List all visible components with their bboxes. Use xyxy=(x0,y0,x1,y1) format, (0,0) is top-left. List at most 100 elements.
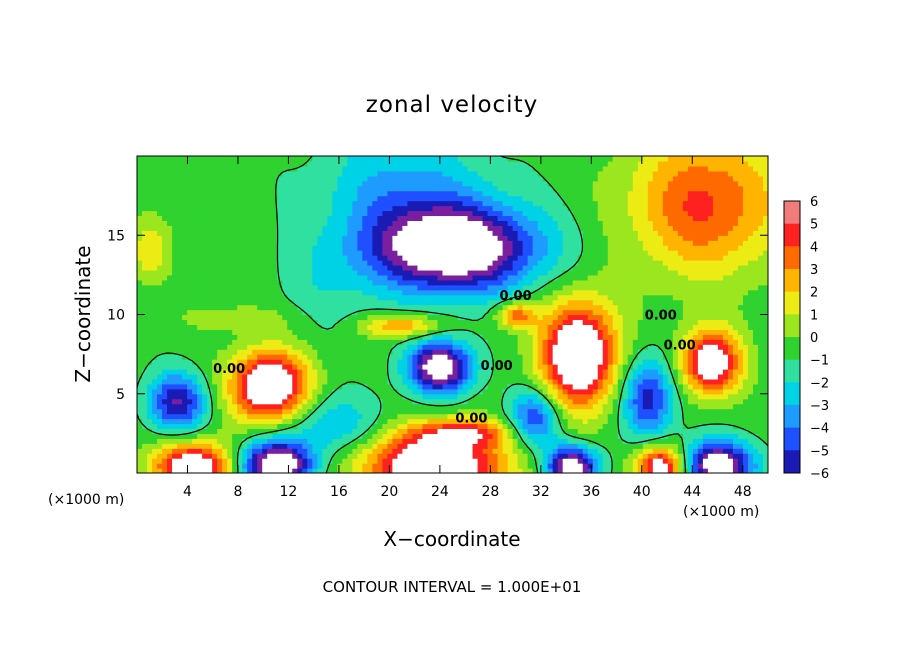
heatmap-cell xyxy=(217,453,223,459)
heatmap-cell xyxy=(327,428,333,434)
heatmap-cell xyxy=(662,468,669,473)
heatmap-cell xyxy=(432,344,439,350)
heatmap-cell xyxy=(507,398,514,405)
heatmap-cell xyxy=(422,413,429,420)
heatmap-cell xyxy=(642,413,649,420)
heatmap-cell xyxy=(682,314,689,321)
heatmap-cell xyxy=(512,329,519,335)
heatmap-cell xyxy=(272,418,278,425)
heatmap-cell xyxy=(207,319,213,325)
heatmap-cell xyxy=(152,463,158,469)
heatmap-cell xyxy=(372,289,378,296)
heatmap-cell xyxy=(497,344,504,350)
heatmap-cell xyxy=(642,324,649,330)
heatmap-cell xyxy=(622,294,629,301)
heatmap-cell xyxy=(602,423,609,430)
heatmap-cell xyxy=(292,373,298,380)
heatmap-cell xyxy=(437,373,444,380)
heatmap-cell xyxy=(477,463,484,469)
heatmap-cell xyxy=(197,453,203,459)
heatmap-cell xyxy=(227,324,233,330)
heatmap-cell xyxy=(382,443,388,449)
heatmap-cell xyxy=(582,468,589,473)
heatmap-cell xyxy=(627,279,634,286)
heatmap-cell xyxy=(167,403,173,410)
heatmap-cell xyxy=(432,403,439,410)
heatmap-cell xyxy=(582,314,589,321)
heatmap-cell xyxy=(702,443,709,449)
heatmap-cell xyxy=(447,324,454,330)
heatmap-cell xyxy=(232,354,238,360)
heatmap-cell xyxy=(277,418,283,425)
heatmap-cell xyxy=(362,274,368,281)
heatmap-cell xyxy=(717,448,724,454)
heatmap-cell xyxy=(237,334,243,340)
heatmap-cell xyxy=(517,364,524,370)
heatmap-cell xyxy=(737,418,744,425)
heatmap-cell xyxy=(172,428,178,434)
heatmap-cell xyxy=(312,314,318,321)
heatmap-cell xyxy=(482,408,489,415)
heatmap-cell xyxy=(502,378,509,385)
heatmap-cell xyxy=(697,304,704,311)
heatmap-cell xyxy=(642,398,649,405)
heatmap-cell xyxy=(412,403,419,410)
heatmap-cell xyxy=(682,344,689,350)
heatmap-cell xyxy=(762,433,768,439)
heatmap-cell xyxy=(567,438,574,444)
heatmap-cell xyxy=(262,304,268,311)
heatmap-cell xyxy=(687,448,694,454)
heatmap-cell xyxy=(577,448,584,454)
heatmap-cell xyxy=(182,284,188,291)
heatmap-cell xyxy=(432,364,439,370)
heatmap-cell xyxy=(577,344,584,350)
heatmap-cell xyxy=(622,349,629,355)
heatmap-cell xyxy=(352,314,358,321)
heatmap-cell xyxy=(402,294,409,301)
heatmap-cell xyxy=(257,438,263,444)
heatmap-cell xyxy=(307,448,313,454)
heatmap-cell xyxy=(497,393,504,400)
heatmap-cell xyxy=(622,423,629,430)
heatmap-cell xyxy=(732,339,739,345)
heatmap-cell xyxy=(607,344,614,350)
heatmap-cell xyxy=(592,403,599,410)
heatmap-cell xyxy=(597,354,604,360)
heatmap-cell xyxy=(502,428,509,434)
heatmap-cell xyxy=(212,314,218,321)
heatmap-cell xyxy=(172,458,178,464)
heatmap-cell xyxy=(167,274,173,281)
heatmap-cell xyxy=(632,314,639,321)
heatmap-cell xyxy=(187,458,193,464)
heatmap-cell xyxy=(362,329,368,335)
heatmap-cell xyxy=(757,324,764,330)
heatmap-cell xyxy=(272,314,278,321)
heatmap-cell xyxy=(652,368,659,375)
heatmap-cell xyxy=(277,403,283,410)
heatmap-cell xyxy=(327,344,333,350)
heatmap-cell xyxy=(537,334,544,340)
heatmap-cell xyxy=(757,433,764,439)
heatmap-cell xyxy=(267,373,273,380)
heatmap-cell xyxy=(242,368,248,375)
heatmap-cell xyxy=(672,433,679,439)
heatmap-cell xyxy=(297,408,303,415)
heatmap-cell xyxy=(357,458,363,464)
heatmap-cell xyxy=(732,349,739,355)
heatmap-cell xyxy=(252,393,258,400)
heatmap-cell xyxy=(517,329,524,335)
heatmap-cell xyxy=(457,334,464,340)
heatmap-cell xyxy=(192,403,198,410)
heatmap-cell xyxy=(207,324,213,330)
heatmap-cell xyxy=(362,289,368,296)
heatmap-cell xyxy=(232,373,238,380)
heatmap-cell xyxy=(137,428,143,434)
heatmap-cell xyxy=(452,428,459,434)
heatmap-cell xyxy=(197,359,203,365)
heatmap-cell xyxy=(697,408,704,415)
heatmap-cell xyxy=(447,428,454,434)
heatmap-cell xyxy=(167,463,173,469)
heatmap-cell xyxy=(207,453,213,459)
heatmap-cell xyxy=(392,279,399,286)
heatmap-cell xyxy=(247,403,253,410)
